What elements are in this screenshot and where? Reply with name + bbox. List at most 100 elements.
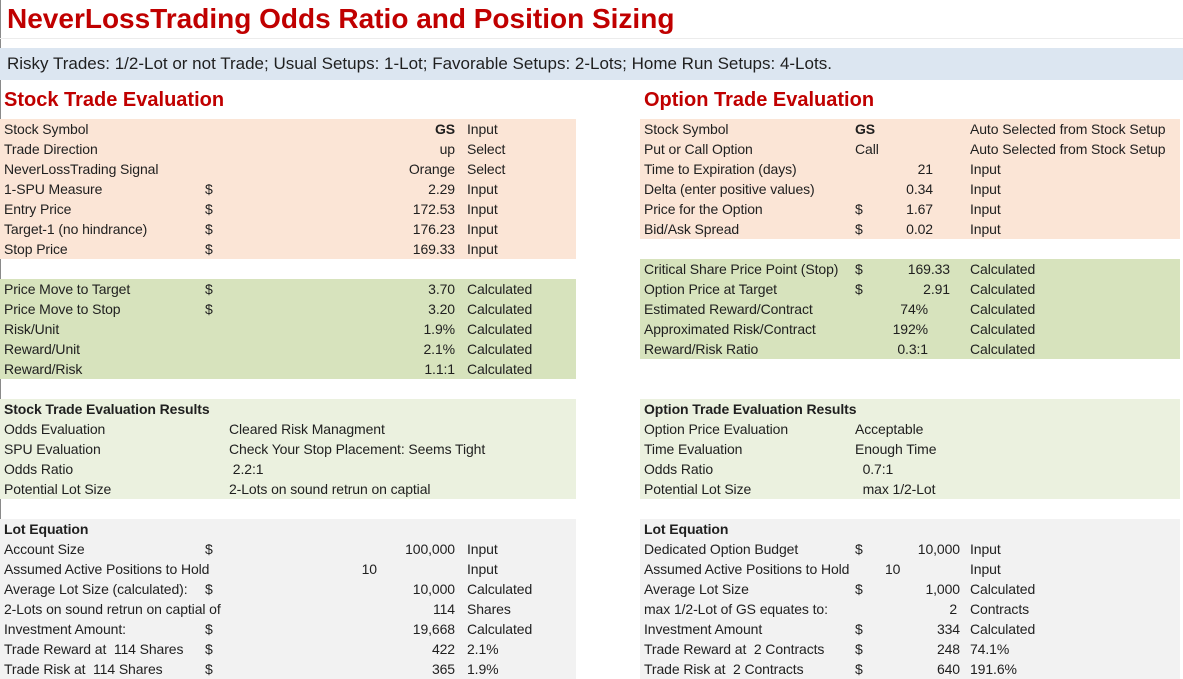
cell-status: Input bbox=[467, 541, 498, 557]
cell-label: Average Lot Size (calculated): bbox=[4, 581, 188, 597]
table-row: 1-SPU Measure $2.29 Input bbox=[4, 179, 576, 199]
table-row: Critical Share Price Point (Stop) $169.33… bbox=[644, 259, 1180, 279]
page-title: NeverLossTrading Odds Ratio and Position… bbox=[7, 3, 675, 34]
cell-value[interactable]: 176.23 bbox=[412, 221, 455, 237]
cell-status: Calculated bbox=[467, 281, 533, 297]
currency-symbol: $ bbox=[855, 261, 863, 277]
cell-value[interactable]: 172.53 bbox=[412, 201, 455, 217]
table-row: Dedicated Option Budget $10,000 Input bbox=[644, 539, 1180, 559]
cell-label: Price for the Option bbox=[644, 201, 763, 217]
cell-label: Risk/Unit bbox=[4, 321, 60, 337]
cell-value: Acceptable bbox=[855, 421, 924, 437]
table-row: Entry Price $172.53 Input bbox=[4, 199, 576, 219]
cell-label: Option Price Evaluation bbox=[644, 421, 789, 437]
cell-status: Auto Selected from Stock Setup bbox=[970, 141, 1166, 157]
table-row: Price Move to Target $3.70 Calculated bbox=[4, 279, 576, 299]
cell-label: Entry Price bbox=[4, 201, 72, 217]
cell-value[interactable]: 100,000 bbox=[405, 541, 455, 557]
cell-value[interactable]: 0.02 bbox=[906, 221, 933, 237]
cell-value bbox=[885, 119, 960, 139]
table-row: Risk/Unit 1.9% Calculated bbox=[4, 319, 576, 339]
table-row: 2-Lots on sound retrun on captial of 114 S… bbox=[4, 599, 576, 619]
table-row: Estimated Reward/Contract 74% Calculated bbox=[644, 299, 1180, 319]
cell-status: Input bbox=[970, 221, 1001, 237]
table-row: Bid/Ask Spread $0.02 Input bbox=[644, 219, 1180, 239]
cell-value[interactable]: 2.29 bbox=[428, 181, 455, 197]
table-row: Time Evaluation Enough Time bbox=[644, 439, 1180, 459]
lot-guidance-bar: Risky Trades: 1/2-Lot or not Trade; Usua… bbox=[0, 48, 1183, 80]
currency-symbol: $ bbox=[205, 301, 213, 317]
cell-value: 169.33 bbox=[907, 261, 950, 277]
cell-status: Input bbox=[970, 201, 1001, 217]
cell-status: Calculated bbox=[970, 301, 1036, 317]
cell-mid bbox=[855, 299, 885, 319]
cell-mid bbox=[855, 319, 885, 339]
currency-symbol: $ bbox=[855, 541, 863, 557]
cell-label: Time Evaluation bbox=[644, 441, 743, 457]
cell-mid bbox=[855, 339, 885, 359]
cell-label: Assumed Active Positions to Hold bbox=[4, 561, 210, 577]
cell-value[interactable]: 0.34 bbox=[906, 181, 933, 197]
currency-symbol: $ bbox=[205, 541, 213, 557]
cell-mid bbox=[205, 139, 233, 159]
cell-mid bbox=[855, 559, 885, 579]
currency-symbol: $ bbox=[205, 641, 213, 657]
table-row: Delta (enter positive values) 0.34 Input bbox=[644, 179, 1180, 199]
table-row: Put or Call Option Call Auto Selected from… bbox=[644, 139, 1180, 159]
cell-value: 2 bbox=[949, 601, 957, 617]
cell-mid: GS bbox=[855, 121, 876, 137]
cell-value[interactable]: 10 bbox=[885, 561, 901, 577]
cell-value[interactable]: 169.33 bbox=[412, 241, 455, 257]
table-row: Account Size $100,000 Input bbox=[4, 539, 576, 559]
cell-status: Calculated bbox=[970, 341, 1036, 357]
cell-status: Contracts bbox=[970, 601, 1030, 617]
cell-value: Cleared Risk Managment bbox=[229, 421, 385, 437]
table-row: Odds Ratio 2.2:1 bbox=[4, 459, 576, 479]
currency-symbol: $ bbox=[205, 221, 213, 237]
cell-value[interactable]: 1.67 bbox=[906, 201, 933, 217]
cell-value[interactable]: 10,000 bbox=[917, 541, 960, 557]
stock-inputs-table: Stock Symbol GS Input Trade Direction up Sele… bbox=[0, 119, 576, 259]
cell-value[interactable]: 21 bbox=[917, 161, 933, 177]
cell-mid bbox=[205, 599, 233, 619]
cell-mid: Call bbox=[855, 141, 879, 157]
currency-symbol: $ bbox=[855, 281, 863, 297]
cell-status: Input bbox=[970, 161, 1001, 177]
currency-symbol: $ bbox=[205, 581, 213, 597]
cell-status: Calculated bbox=[970, 261, 1036, 277]
cell-label: Option Price at Target bbox=[644, 281, 777, 297]
cell-status: Shares bbox=[467, 601, 511, 617]
cell-label: Investment Amount: bbox=[4, 621, 126, 637]
currency-symbol: $ bbox=[855, 621, 863, 637]
cell-value: 640 bbox=[936, 661, 960, 677]
cell-status: Input bbox=[467, 201, 498, 217]
cell-status: Input bbox=[467, 181, 498, 197]
cell-value: 2-Lots on sound retrun on captial bbox=[229, 481, 431, 497]
cell-mid bbox=[205, 359, 233, 379]
cell-value: 0.3:1 bbox=[897, 341, 928, 357]
cell-value[interactable]: up bbox=[439, 141, 455, 157]
option-inputs-table: Stock Symbol GS Auto Selected from Stock S… bbox=[640, 119, 1180, 239]
cell-value bbox=[885, 139, 960, 159]
option-section-title: Option Trade Evaluation bbox=[644, 89, 875, 111]
cell-label: Target-1 (no hindrance) bbox=[4, 221, 148, 237]
stock-results-table: Stock Trade Evaluation Results Odds Eval… bbox=[0, 399, 576, 499]
cell-value[interactable]: GS bbox=[434, 121, 455, 137]
table-header: Lot Equation bbox=[644, 521, 729, 537]
cell-label: Approximated Risk/Contract bbox=[644, 321, 816, 337]
cell-label: Time to Expiration (days) bbox=[644, 161, 797, 177]
cell-label: Account Size bbox=[4, 541, 85, 557]
cell-value: 1.9% bbox=[423, 321, 455, 337]
table-row: Reward/Risk 1.1:1 Calculated bbox=[4, 359, 576, 379]
cell-value[interactable]: Orange bbox=[408, 161, 455, 177]
cell-value[interactable]: 10 bbox=[361, 561, 377, 577]
cell-label: Odds Ratio bbox=[644, 461, 714, 477]
cell-value: 114 bbox=[432, 601, 455, 617]
cell-label: Potential Lot Size bbox=[644, 481, 752, 497]
cell-mid bbox=[855, 599, 885, 619]
cell-value: 422 bbox=[431, 641, 455, 657]
cell-label: Potential Lot Size bbox=[4, 481, 112, 497]
cell-mid bbox=[205, 559, 233, 579]
cell-label: SPU Evaluation bbox=[4, 441, 101, 457]
cell-label: Delta (enter positive values) bbox=[644, 181, 815, 197]
